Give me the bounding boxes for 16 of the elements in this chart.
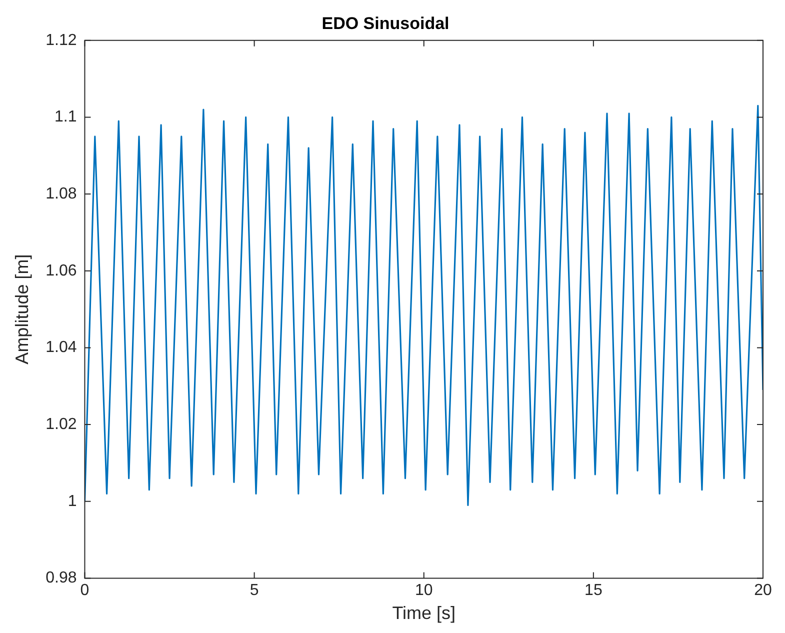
x-tick-label: 15: [584, 582, 602, 600]
y-tick-label: 1.08: [46, 185, 77, 202]
y-tick-label: 1.06: [46, 262, 77, 280]
x-tick-label: 10: [414, 582, 433, 600]
y-tick-label: 0.98: [46, 570, 77, 587]
x-tick-label: 20: [754, 582, 772, 600]
x-tick-label: 0: [80, 582, 90, 600]
y-tick-label: 1.12: [46, 32, 77, 49]
x-axis-title: Time [s]: [392, 603, 456, 624]
x-tick-label: 5: [250, 582, 259, 600]
y-axis-title: Amplitude [m]: [12, 254, 32, 364]
chart-title: EDO Sinusoidal: [322, 14, 450, 33]
y-tick-label: 1.04: [46, 339, 77, 356]
y-tick-label: 1.02: [46, 416, 77, 433]
y-tick-label: 1: [68, 492, 77, 510]
y-tick-label: 1.1: [54, 108, 77, 126]
